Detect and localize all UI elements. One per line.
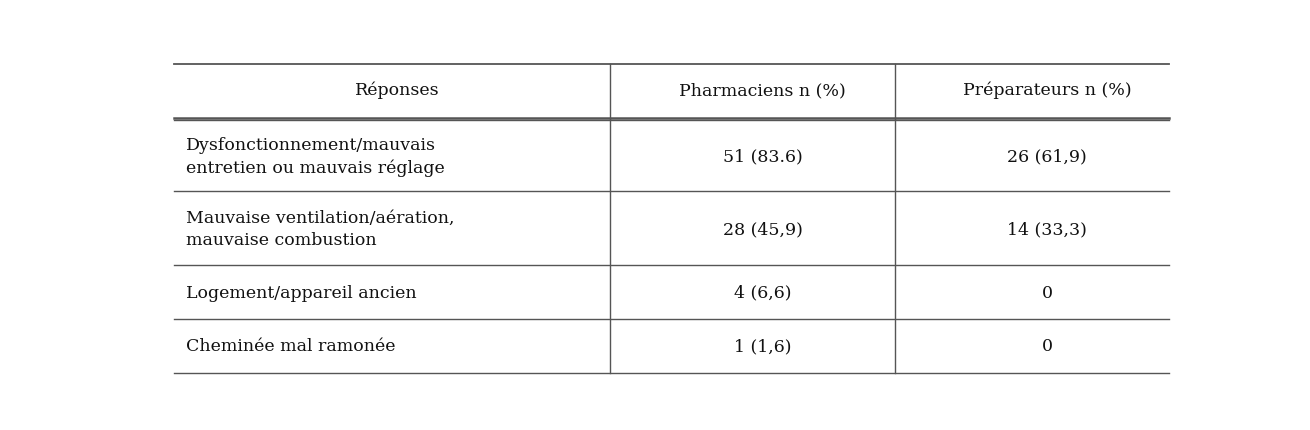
Text: Dysfonctionnement/mauvais
entretien ou mauvais réglage: Dysfonctionnement/mauvais entretien ou m… [186,137,445,176]
Text: 0: 0 [1041,338,1052,354]
Text: Pharmaciens n (%): Pharmaciens n (%) [680,82,846,99]
Text: 51 (83.6): 51 (83.6) [723,148,803,165]
Text: 26 (61,9): 26 (61,9) [1007,148,1087,165]
Text: 14 (33,3): 14 (33,3) [1007,220,1087,237]
Text: Réponses: Réponses [355,82,440,99]
Text: Cheminée mal ramonée: Cheminée mal ramonée [186,338,396,354]
Text: 0: 0 [1041,284,1052,301]
Text: 28 (45,9): 28 (45,9) [723,220,803,237]
Text: 1 (1,6): 1 (1,6) [734,338,791,354]
Text: Logement/appareil ancien: Logement/appareil ancien [186,284,417,301]
Text: Préparateurs n (%): Préparateurs n (%) [963,82,1132,99]
Text: Mauvaise ventilation/aération,
mauvaise combustion: Mauvaise ventilation/aération, mauvaise … [186,209,455,248]
Text: 4 (6,6): 4 (6,6) [734,284,791,301]
